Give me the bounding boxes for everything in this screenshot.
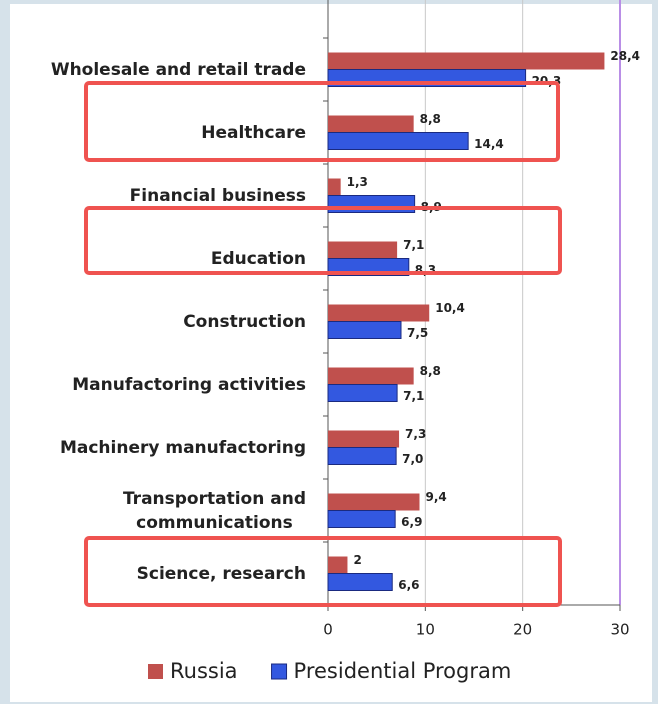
value-label: 7,0 xyxy=(402,452,423,466)
value-label: 9,4 xyxy=(425,490,446,504)
bar xyxy=(327,447,397,465)
highlight-box xyxy=(84,206,562,275)
value-label: 6,6 xyxy=(398,578,419,592)
x-tick-label: 30 xyxy=(610,621,629,639)
bar xyxy=(327,132,469,150)
value-label: 2 xyxy=(353,553,361,567)
bar xyxy=(328,52,605,70)
value-label: 6,9 xyxy=(401,515,422,529)
x-tick-label: 10 xyxy=(416,621,435,639)
legend-swatch xyxy=(148,664,163,679)
x-tick-label: 0 xyxy=(323,621,333,639)
legend-swatch xyxy=(271,663,288,680)
legend-label: Presidential Program xyxy=(294,659,512,683)
bar xyxy=(327,321,402,339)
value-label: 8,8 xyxy=(420,112,441,126)
category-label: Science, research xyxy=(136,563,306,584)
highlight-box xyxy=(84,81,560,162)
category-label: Transportation and communications xyxy=(122,488,306,533)
bar xyxy=(328,556,348,574)
bar xyxy=(328,115,414,133)
bar xyxy=(328,367,414,385)
x-tick-label: 20 xyxy=(513,621,532,639)
category-label: Healthcare xyxy=(201,122,306,143)
bar xyxy=(328,178,341,196)
bar xyxy=(328,304,430,322)
category-label: Financial business xyxy=(129,185,306,206)
bar xyxy=(328,430,400,448)
value-label: 10,4 xyxy=(435,301,465,315)
bar xyxy=(327,510,396,528)
category-label: Machinery manufactoring xyxy=(59,437,306,458)
panel xyxy=(10,4,652,702)
value-label: 7,1 xyxy=(403,238,424,252)
bar xyxy=(327,384,398,402)
legend-label: Russia xyxy=(170,659,238,683)
value-label: 14,4 xyxy=(474,137,504,151)
category-label: Education xyxy=(210,248,306,269)
category-label: Construction xyxy=(183,311,306,332)
bar xyxy=(328,493,420,511)
bar xyxy=(327,573,393,591)
value-label: 7,1 xyxy=(403,389,424,403)
value-label: 28,4 xyxy=(610,49,640,63)
category-label: Wholesale and retail trade xyxy=(50,59,306,80)
highlight-box xyxy=(84,536,562,607)
value-label: 7,3 xyxy=(405,427,426,441)
category-label: Manufactoring activities xyxy=(72,374,306,395)
value-label: 8,8 xyxy=(420,364,441,378)
value-label: 1,3 xyxy=(347,175,368,189)
value-label: 7,5 xyxy=(407,326,428,340)
bar xyxy=(328,241,398,259)
